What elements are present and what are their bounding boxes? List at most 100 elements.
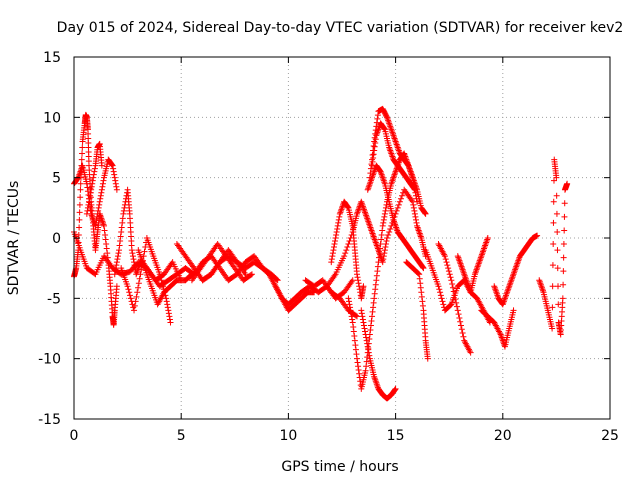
- data-point: [411, 207, 418, 214]
- data-point: [102, 236, 109, 243]
- data-point: [416, 271, 423, 278]
- data-point: [93, 216, 100, 223]
- data-point: [98, 186, 105, 193]
- data-point: [349, 319, 356, 326]
- grid: [74, 57, 610, 419]
- data-point: [367, 322, 374, 329]
- data-point: [386, 228, 393, 235]
- data-point: [99, 180, 106, 187]
- data-point: [334, 225, 341, 232]
- data-point: [166, 313, 173, 320]
- data-point: [412, 216, 419, 223]
- data-point: [119, 215, 126, 222]
- data-point: [91, 168, 98, 175]
- data-point: [120, 207, 127, 214]
- data-point: [457, 318, 464, 325]
- data-point: [273, 276, 280, 283]
- data-point: [415, 270, 422, 277]
- data-point: [111, 271, 118, 278]
- data-point: [413, 219, 420, 226]
- data-point: [104, 250, 111, 257]
- data-point: [163, 298, 170, 305]
- data-point: [112, 180, 119, 187]
- data-point: [417, 280, 424, 287]
- data-point: [76, 201, 83, 208]
- data-point: [410, 204, 417, 211]
- data-point: [384, 235, 391, 241]
- data-point: [117, 238, 124, 245]
- data-point: [113, 283, 120, 290]
- data-point: [360, 283, 367, 290]
- data-point: [380, 253, 387, 260]
- data-point: [453, 303, 460, 310]
- data-point: [561, 227, 568, 234]
- data-point: [90, 171, 97, 178]
- data-point: [345, 295, 352, 302]
- data-point: [91, 165, 98, 172]
- data-point: [392, 210, 399, 217]
- data-point: [381, 247, 388, 254]
- data-point: [333, 231, 340, 238]
- data-point: [99, 183, 106, 190]
- data-point: [449, 284, 456, 291]
- data-point: [446, 271, 453, 278]
- data-point: [445, 268, 452, 275]
- data-point: [158, 277, 165, 284]
- data-point: [128, 247, 135, 254]
- data-point: [380, 219, 387, 226]
- data-point: [387, 225, 394, 232]
- data-point: [135, 284, 142, 291]
- y-tick-label: -5: [47, 291, 61, 307]
- data-point: [83, 180, 90, 187]
- data-point: [452, 296, 459, 303]
- data-point: [447, 274, 454, 281]
- data-point: [379, 227, 386, 234]
- data-point: [441, 253, 448, 260]
- data-point: [411, 185, 418, 192]
- data-point: [383, 113, 390, 120]
- data-point: [381, 213, 388, 220]
- data-point: [77, 186, 84, 193]
- data-point: [127, 292, 134, 299]
- data-point: [342, 250, 349, 257]
- data-point: [412, 213, 419, 220]
- data-point: [554, 228, 561, 235]
- data-point: [459, 330, 466, 337]
- data-point: [510, 307, 517, 314]
- data-point: [361, 325, 368, 332]
- data-point: [363, 334, 370, 341]
- data-point: [101, 222, 108, 229]
- data-point: [350, 328, 357, 335]
- data-point: [116, 247, 123, 254]
- data-point: [369, 308, 376, 315]
- data-point: [369, 313, 376, 320]
- data-point: [424, 355, 431, 362]
- tick-labels: 0 5 10 15 20 25 -15 -10 -5 0 5 10 15: [38, 50, 619, 444]
- data-point: [88, 186, 95, 193]
- data-point: [375, 259, 382, 266]
- data-point: [372, 281, 379, 288]
- data-point: [86, 198, 93, 205]
- data-point: [356, 370, 363, 377]
- data-point: [396, 198, 403, 205]
- data-point: [119, 219, 126, 226]
- data-point: [330, 247, 337, 254]
- data-point: [138, 266, 145, 273]
- x-tick-label: 20: [494, 428, 512, 444]
- data-point: [112, 268, 119, 275]
- data-point: [484, 235, 491, 241]
- data-point: [378, 231, 385, 238]
- data-point: [101, 227, 108, 234]
- data-point: [111, 171, 118, 178]
- data-point: [373, 119, 380, 126]
- data-point: [451, 292, 458, 299]
- x-tick-label: 15: [387, 428, 405, 444]
- data-point: [393, 207, 400, 214]
- data-point: [336, 213, 343, 220]
- data-point: [456, 314, 463, 321]
- data-point: [371, 295, 378, 302]
- data-point: [382, 241, 389, 248]
- data-point: [549, 262, 556, 269]
- data-point: [397, 195, 404, 202]
